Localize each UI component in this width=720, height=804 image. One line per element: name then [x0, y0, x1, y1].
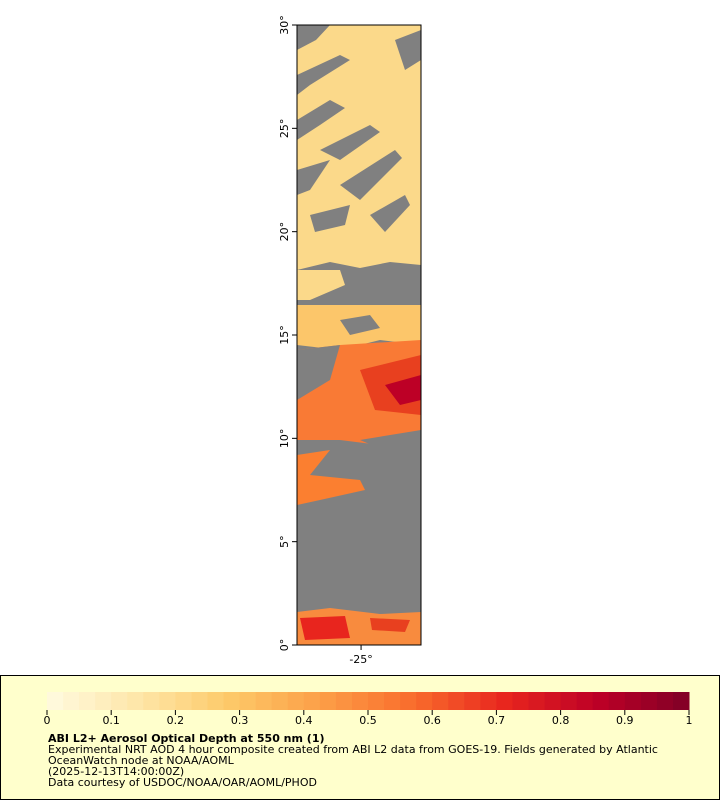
colorbar-cell	[303, 692, 321, 710]
legend-title: ABI L2+ Aerosol Optical Depth at 550 nm …	[48, 732, 325, 745]
colorbar-cell	[63, 692, 80, 710]
cloud-gap	[297, 160, 330, 195]
cloud-gap	[340, 150, 402, 200]
colorbar-cell	[416, 692, 433, 710]
colorbar-cell	[512, 692, 529, 710]
y-tick-label: 25°	[278, 119, 291, 139]
colorbar-cell	[239, 692, 257, 710]
legend-line: Experimental NRT AOD 4 hour composite cr…	[48, 743, 658, 756]
colorbar-tick-label: 1	[686, 714, 693, 727]
colorbar-tick-label: 0.5	[359, 714, 377, 727]
colorbar-cell	[159, 692, 176, 710]
colorbar-cell	[528, 692, 546, 710]
aod-field	[300, 616, 350, 640]
colorbar-cell	[175, 692, 192, 710]
cloud-gap	[297, 25, 330, 50]
colorbar-cell	[191, 692, 208, 710]
colorbar-cell	[111, 692, 128, 710]
y-tick-label: 0°	[278, 639, 291, 652]
colorbar-tick-label: 0.6	[423, 714, 441, 727]
colorbar-cell	[95, 692, 112, 710]
cloud-gap	[297, 345, 340, 400]
aod-field	[297, 450, 365, 505]
colorbar-tick-label: 0.9	[616, 714, 634, 727]
cloud-gap	[395, 30, 421, 70]
colorbar-cell	[656, 692, 674, 710]
colorbar-tick-label: 0.3	[231, 714, 249, 727]
colorbar-cell	[368, 692, 385, 710]
colorbar-cell	[640, 692, 658, 710]
colorbar-cell	[608, 692, 626, 710]
colorbar-tick-label: 0.1	[102, 714, 120, 727]
colorbar-tick-label: 0.8	[552, 714, 570, 727]
cloud-gap	[310, 205, 350, 232]
colorbar-cell	[255, 692, 273, 710]
colorbar-cell	[319, 692, 337, 710]
cloud-gap	[320, 125, 380, 160]
colorbar-cell	[480, 692, 497, 710]
colorbar-cell	[47, 692, 64, 710]
colorbar-tick-label: 0.7	[488, 714, 506, 727]
colorbar-cell	[448, 692, 465, 710]
cloud-gap	[340, 315, 380, 335]
y-tick-label: 10°	[278, 429, 291, 449]
colorbar-cell	[400, 692, 417, 710]
colorbar-cell	[576, 692, 594, 710]
y-tick-label: 15°	[278, 325, 291, 345]
colorbar-cell	[223, 692, 241, 710]
map-panel	[296, 24, 422, 646]
colorbar-cell	[672, 692, 690, 710]
colorbar-tick-label: 0	[44, 714, 51, 727]
colorbar-cell	[560, 692, 578, 710]
aod-field	[297, 270, 345, 300]
y-tick-label: 20°	[278, 222, 291, 242]
y-tick-label: 30°	[278, 15, 291, 35]
colorbar-cell	[464, 692, 481, 710]
y-tick-label: 5°	[278, 535, 291, 548]
colorbar-cell	[287, 692, 305, 710]
colorbar-cell	[496, 692, 513, 710]
colorbar-cell	[592, 692, 610, 710]
aod-field	[385, 375, 421, 405]
cloud-gap	[297, 100, 345, 140]
legend-line: OceanWatch node at NOAA/AOML	[48, 754, 235, 767]
colorbar-cell	[351, 692, 369, 710]
legend-line: (2025-12-13T14:00:00Z)	[48, 765, 184, 778]
aod-field	[370, 618, 410, 632]
colorbar-tick-label: 0.4	[295, 714, 313, 727]
cloud-gap	[370, 195, 410, 232]
colorbar-cell	[384, 692, 401, 710]
colorbar-tick-label: 0.2	[167, 714, 185, 727]
cloud-gap	[360, 430, 421, 460]
colorbar-cell	[207, 692, 225, 710]
colorbar-cell	[271, 692, 289, 710]
colorbar-cell	[624, 692, 642, 710]
colorbar-cell	[79, 692, 96, 710]
colorbar-cell	[335, 692, 353, 710]
cloud-gap	[297, 55, 350, 95]
colorbar-cell	[432, 692, 449, 710]
colorbar-cell	[143, 692, 160, 710]
colorbar-cell	[544, 692, 562, 710]
x-tick-label: -25°	[349, 653, 372, 666]
colorbar-cell	[127, 692, 144, 710]
legend-line: Data courtesy of USDOC/NOAA/OAR/AOML/PHO…	[48, 776, 317, 789]
